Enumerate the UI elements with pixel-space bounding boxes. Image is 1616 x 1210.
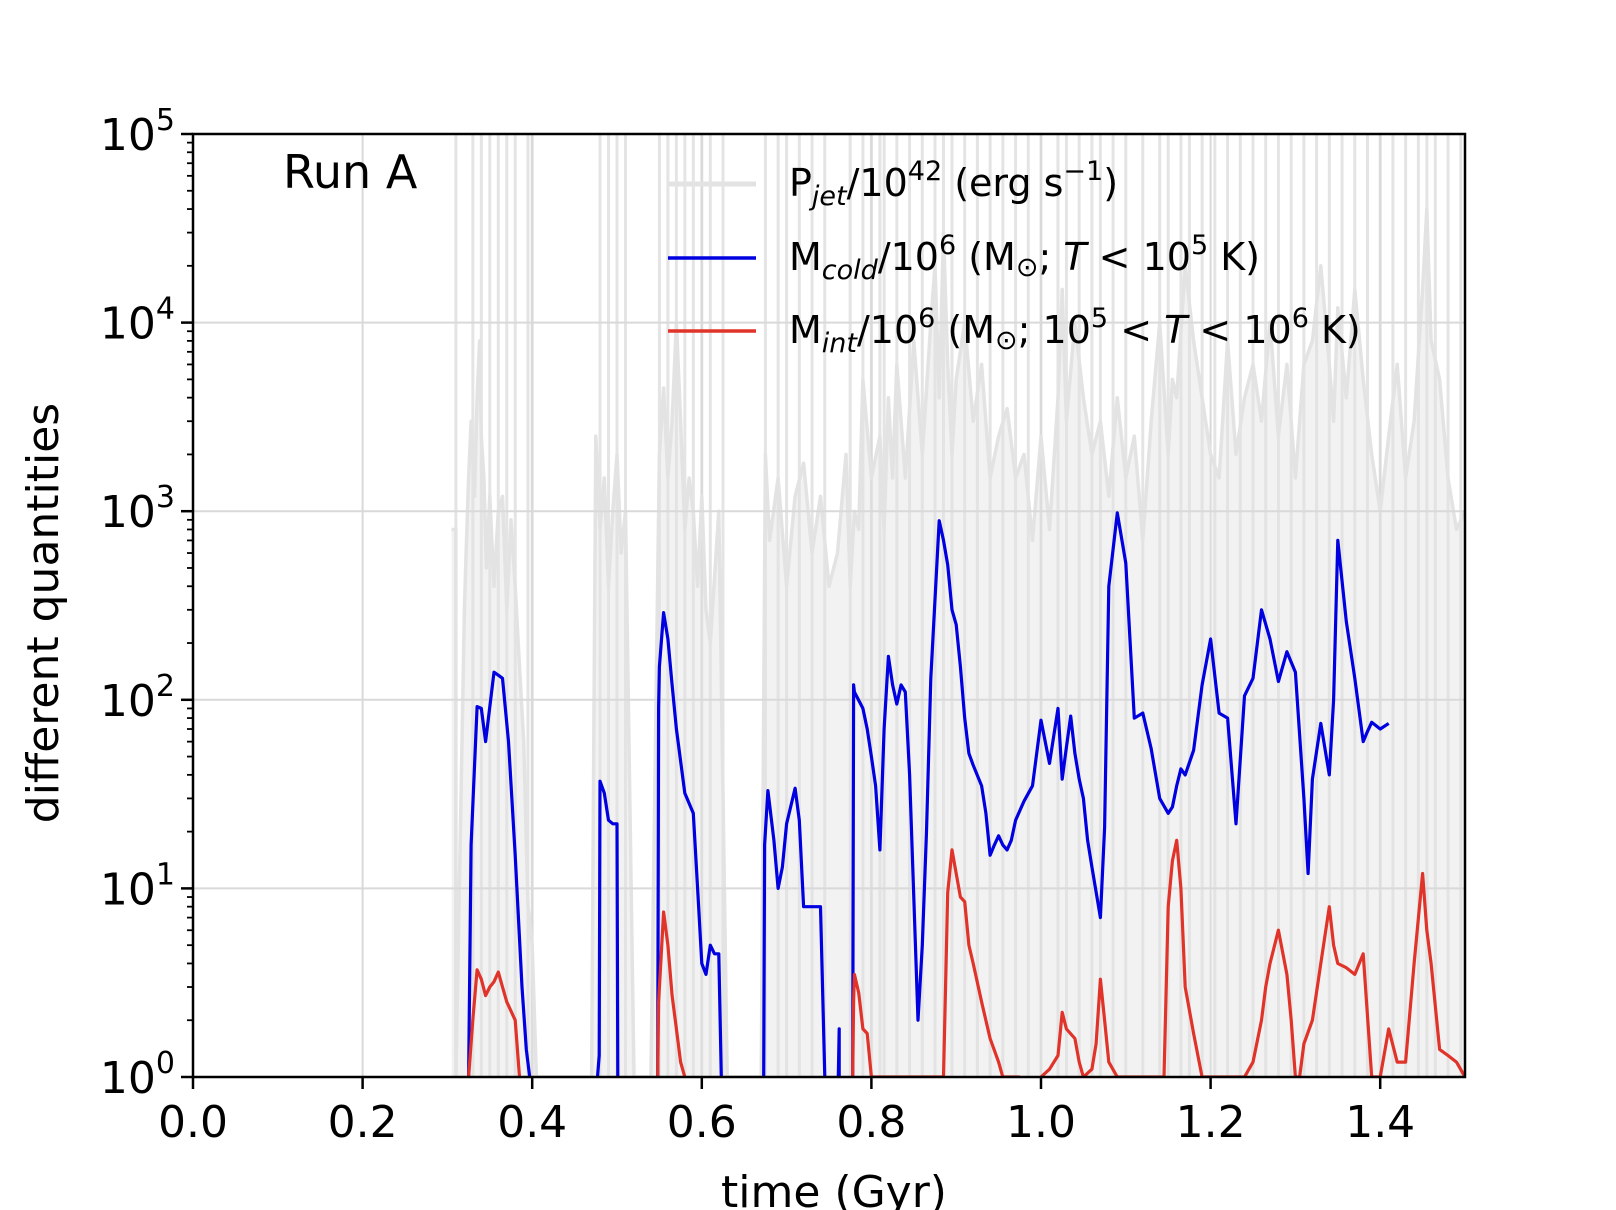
x-tick-label: 1.4 [1345,1097,1415,1148]
y-tick-label: 105 [100,103,175,161]
mint-line [851,848,1020,1077]
x-tick-label: 1.0 [1006,1097,1076,1148]
mint-line [467,968,522,1077]
x-tick-label: 0.6 [667,1097,737,1148]
x-tick-label: 0.4 [497,1097,567,1148]
pjet-line [451,207,1465,1077]
mcold-line [851,511,1390,1077]
mcold-line [762,786,827,1077]
pjet-legend-label: Pjet/1042 (erg s−1) [789,156,1118,212]
y-tick-label: 101 [100,857,175,915]
x-tick-label: 0.0 [158,1097,228,1148]
mcold-legend-label: Mcold/106 (M⊙; T < 105 K) [789,230,1260,286]
y-tick-label: 102 [100,669,175,727]
mint-legend-label: Mint/106 (M⊙; 105 < T < 106 K) [789,303,1361,359]
run-label: Run A [283,145,418,199]
mint-line [1039,838,1465,1077]
x-tick-label: 0.2 [328,1097,398,1148]
plot-frame [191,132,1467,1079]
legend: Pjet/1042 (erg s−1) Mcold/106 (M⊙; T < 10… [668,156,1361,359]
mcold-line [467,670,532,1077]
mcold-line [836,1027,841,1077]
mcold-line [656,611,723,1077]
y-tick-label: 103 [100,480,175,538]
axis-ticks: 0.0 0.2 0.4 0.6 0.8 1.0 1.2 1.4 100 101 102 103 104 1… [100,103,1415,1148]
y-tick-label: 104 [100,292,175,350]
y-tick-label: 100 [100,1046,175,1104]
mcold-line [595,779,620,1077]
x-tick-label: 1.2 [1176,1097,1246,1148]
mint-line [656,910,687,1077]
x-axis-label: time (Gyr) [721,1167,947,1210]
x-tick-label: 0.8 [836,1097,906,1148]
y-axis-label: different quantities [18,403,69,823]
series-lines [467,511,1465,1077]
